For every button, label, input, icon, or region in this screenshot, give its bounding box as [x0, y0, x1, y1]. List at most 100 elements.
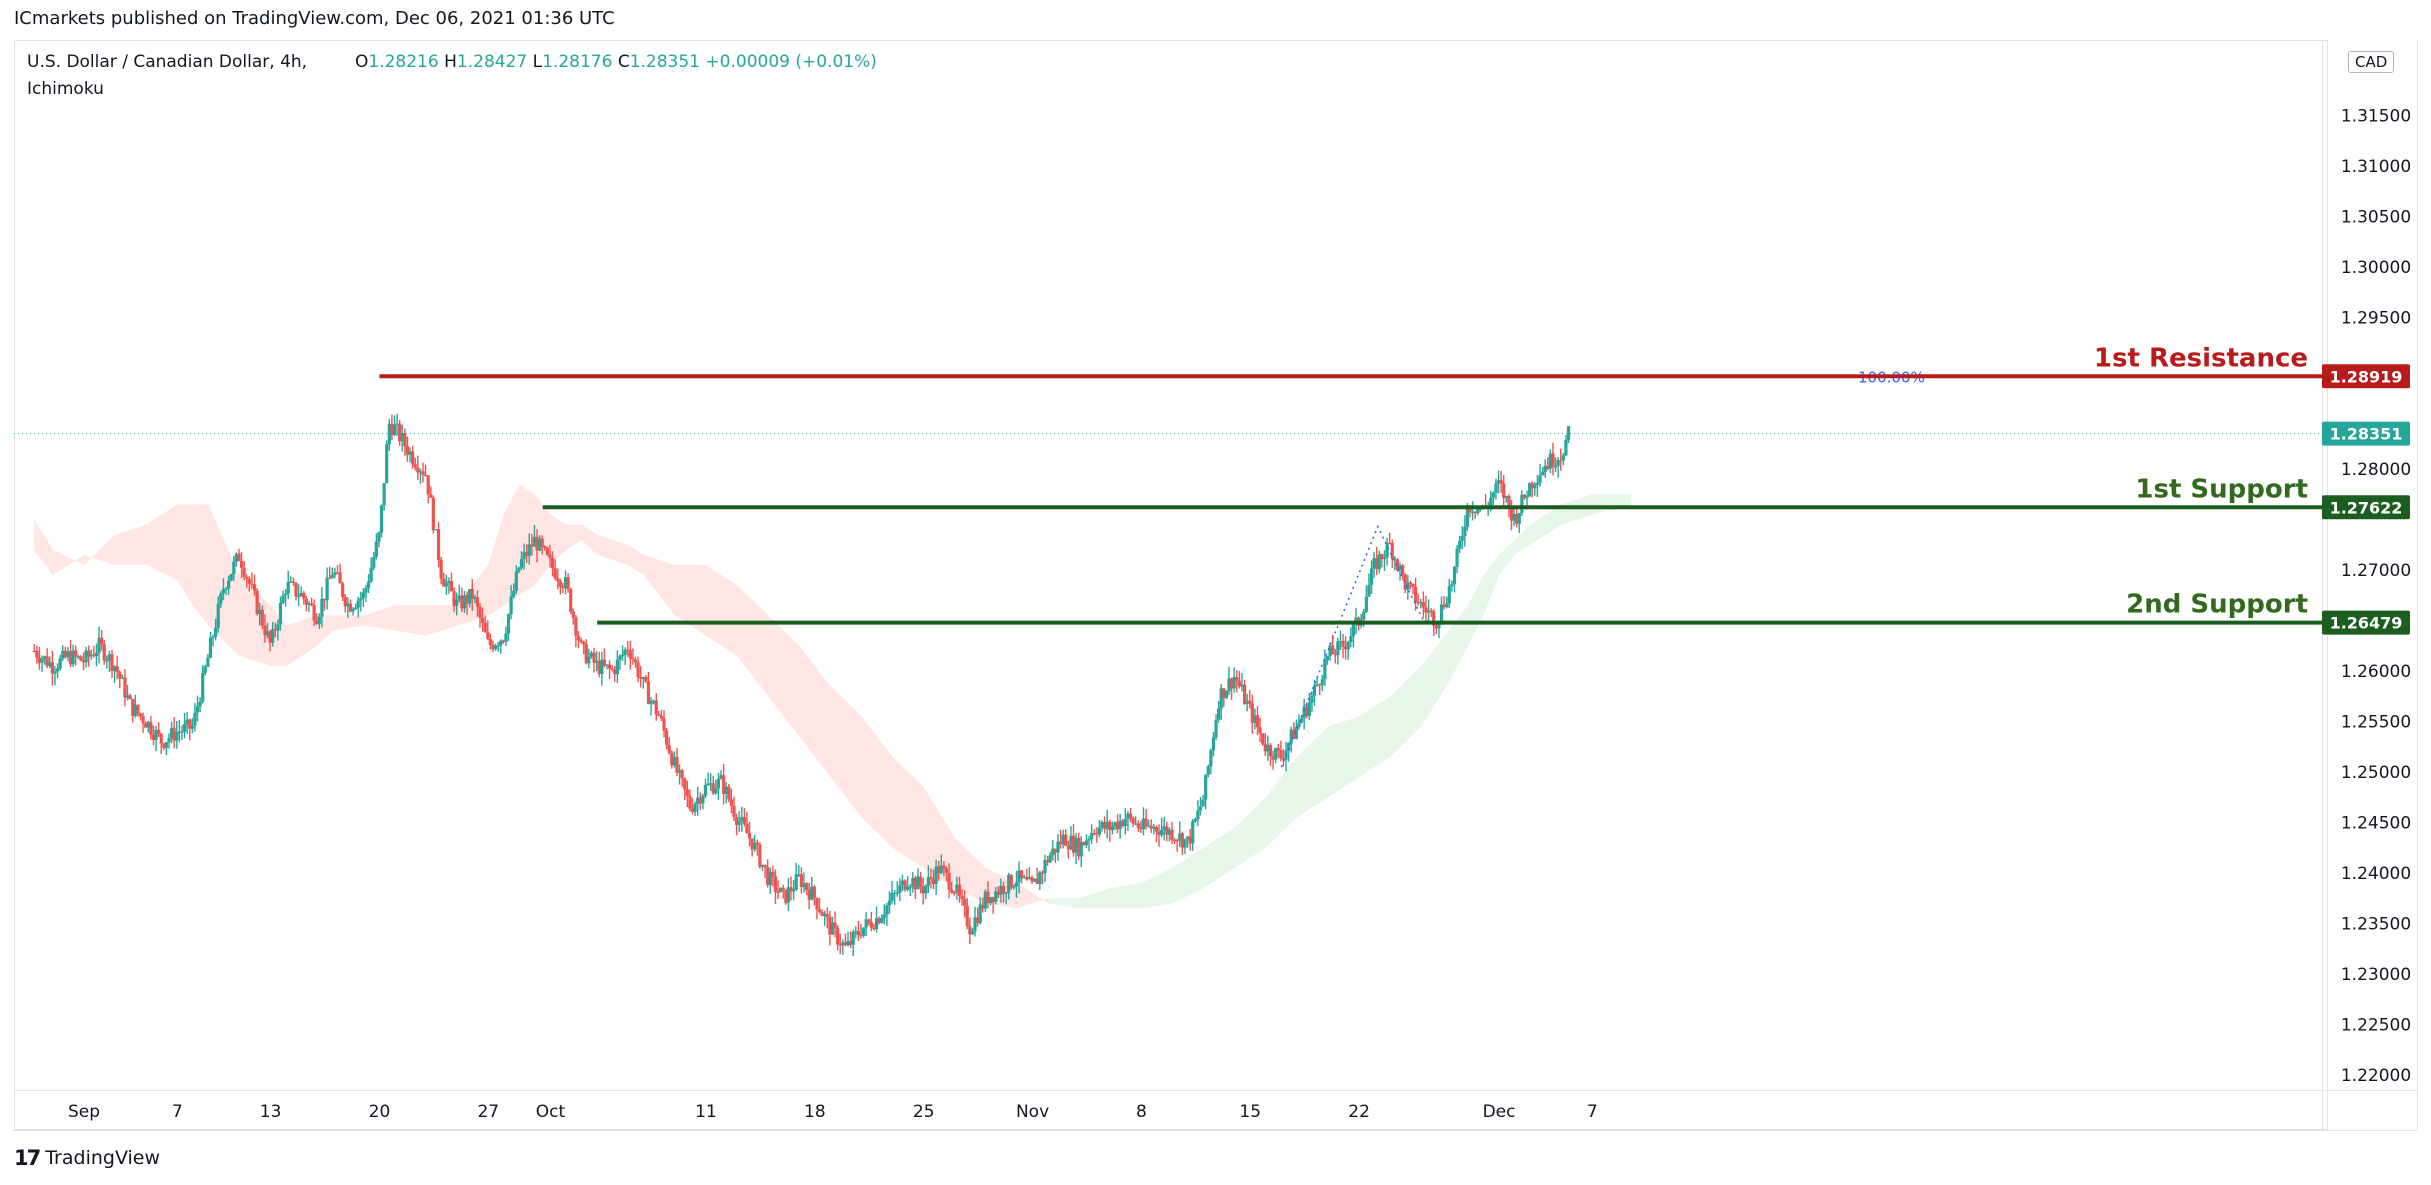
candle-body	[227, 580, 231, 589]
candle-body	[338, 572, 342, 584]
candle-body	[799, 874, 803, 888]
candle-body	[1502, 483, 1506, 499]
candle-body	[1180, 833, 1184, 848]
candle-body	[198, 701, 202, 707]
candle-body	[1079, 842, 1083, 857]
time-axis-tick: 7	[172, 1102, 183, 1122]
candle-body	[527, 544, 531, 556]
candle-body	[677, 770, 682, 773]
candle-body	[623, 649, 627, 655]
candle-body	[1416, 601, 1420, 604]
candle-body	[193, 712, 197, 726]
candle-body	[670, 752, 674, 766]
candle-body	[359, 598, 363, 601]
candle-body	[885, 905, 889, 915]
candle-body	[911, 878, 915, 887]
time-axis-tick: Nov	[1016, 1102, 1049, 1122]
symbol-title[interactable]: U.S. Dollar / Canadian Dollar, 4h,	[27, 52, 308, 72]
candle-body	[1522, 494, 1527, 499]
candle-body	[1276, 748, 1280, 751]
candle-body	[247, 578, 251, 584]
candle-body	[1087, 839, 1091, 841]
candle-body	[195, 706, 200, 713]
candle-body	[957, 884, 962, 896]
candle-body	[224, 588, 228, 590]
currency-badge[interactable]: CAD	[2348, 51, 2395, 73]
candle-body	[929, 877, 933, 880]
ichimoku-cloud-segment	[1203, 827, 1235, 889]
indicator-legend-ichimoku[interactable]: Ichimoku	[27, 79, 104, 99]
candle-body	[558, 581, 562, 587]
candle-body	[1375, 558, 1379, 570]
candle-body	[211, 636, 215, 639]
candle-body	[470, 589, 474, 599]
candle-body	[880, 917, 884, 923]
candle-body	[1196, 810, 1200, 819]
candle-body	[182, 724, 187, 732]
candle-body	[944, 868, 949, 873]
candle-body	[890, 892, 894, 901]
candle-body	[607, 664, 612, 669]
1st-support-label: 1st Support	[2135, 474, 2308, 504]
time-axis-tick: 7	[1587, 1102, 1598, 1122]
tradingview-logo[interactable]: 17 TradingView	[14, 1146, 160, 1170]
candle-body	[815, 898, 819, 910]
chart-pane[interactable]	[14, 40, 2328, 1130]
candle-body	[1419, 601, 1423, 604]
candle-body	[1496, 480, 1501, 484]
candle-body	[242, 567, 246, 578]
candle-body	[999, 885, 1003, 895]
candle-body	[1471, 511, 1475, 513]
candle-body	[1566, 426, 1571, 440]
candle-body	[680, 770, 684, 779]
candle-body	[1312, 685, 1317, 696]
candle-body	[535, 536, 539, 551]
candle-body	[478, 606, 482, 618]
candle-body	[667, 744, 671, 753]
candle-body	[569, 589, 573, 612]
candle-body	[1134, 823, 1138, 825]
candle-body	[1038, 872, 1042, 885]
candle-body	[1520, 494, 1524, 514]
candle-body	[918, 876, 923, 887]
candle-body	[563, 577, 568, 589]
candle-body	[504, 633, 508, 642]
candle-body	[874, 918, 879, 930]
candle-body	[455, 599, 459, 607]
candle-body	[812, 886, 816, 899]
ichimoku-cloud-segment	[830, 686, 862, 818]
candle-body	[112, 666, 117, 671]
candle-body	[1175, 840, 1179, 842]
candle-body	[164, 742, 169, 748]
time-axis-tick: 25	[913, 1102, 935, 1122]
candle-body	[859, 934, 863, 937]
candle-body	[84, 650, 88, 663]
candle-body	[1204, 774, 1208, 800]
candle-body	[1388, 542, 1392, 545]
ichimoku-cloud-segment	[1421, 625, 1453, 727]
candle-body	[1139, 827, 1143, 830]
candle-body	[1333, 654, 1337, 656]
candle-body	[978, 904, 982, 923]
candle-body	[1325, 656, 1330, 661]
candle-body	[626, 649, 630, 651]
candle-body	[379, 505, 384, 533]
candle-body	[1305, 706, 1309, 716]
candle-body	[615, 659, 619, 675]
candle-body	[426, 475, 430, 495]
candle-body	[1004, 892, 1008, 894]
candle-body	[239, 560, 244, 568]
candle-body	[265, 631, 270, 636]
candle-body	[55, 668, 60, 672]
candle-body	[584, 644, 588, 664]
candle-body	[40, 658, 44, 663]
candle-body	[716, 778, 721, 789]
candle-body	[364, 587, 368, 593]
candle-body	[763, 864, 767, 868]
candle-body	[1043, 860, 1047, 874]
candle-body	[486, 632, 490, 639]
candle-body	[841, 942, 845, 946]
candle-body	[444, 583, 448, 587]
candle-body	[491, 644, 495, 650]
